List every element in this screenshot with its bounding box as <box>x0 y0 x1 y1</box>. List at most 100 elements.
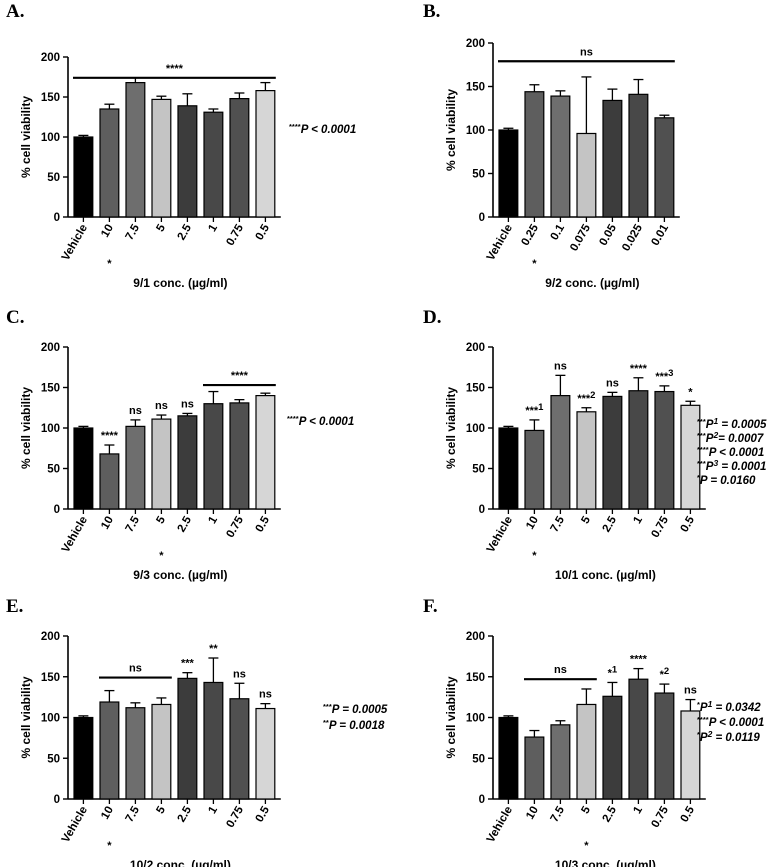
y-tick-label: 100 <box>466 125 485 137</box>
significance-label: *** <box>181 658 195 670</box>
bar-10 <box>524 736 545 800</box>
bar-0.5 <box>255 89 276 218</box>
x-tick-label: 5 <box>154 222 168 234</box>
bar-7.5 <box>550 724 571 800</box>
bar-1 <box>203 111 224 218</box>
tick-asterisk: * <box>107 840 112 852</box>
x-tick-label: 0.01 <box>649 222 671 248</box>
bar-Vehicle <box>498 427 519 510</box>
bar-10 <box>524 429 545 510</box>
bar-5 <box>151 98 172 218</box>
y-tick-label: 100 <box>41 132 60 144</box>
bar-2.5 <box>602 395 623 510</box>
bar-0.5 <box>255 395 276 510</box>
x-tick-label: 7.5 <box>549 514 568 534</box>
bracket-label: **** <box>166 63 184 75</box>
bar-7.5 <box>125 81 146 218</box>
x-tick-label: 10 <box>99 515 116 532</box>
y-tick-label: 200 <box>466 38 485 50</box>
bar-5 <box>576 703 597 800</box>
significance-label: ns <box>155 400 168 412</box>
bar-0.75 <box>654 390 675 510</box>
bar-10 <box>99 453 120 510</box>
significance-label: **** <box>101 430 119 442</box>
y-tick-label: 0 <box>479 212 485 224</box>
bar-5 <box>151 703 172 800</box>
bar-0.25 <box>524 91 545 218</box>
x-tick-label: 5 <box>579 804 593 816</box>
bar-2.5 <box>177 677 198 800</box>
bar-0.5 <box>255 707 276 800</box>
x-tick-label: 2.5 <box>601 514 620 534</box>
x-tick-label: 0.05 <box>597 222 619 248</box>
p-value-note: ****P < 0.0001 <box>289 122 356 136</box>
y-tick-label: 100 <box>41 713 60 725</box>
bar-0.05 <box>602 99 623 218</box>
x-tick-label: 10 <box>524 805 541 822</box>
bar-10 <box>99 701 120 800</box>
x-tick-label: 5 <box>154 804 168 816</box>
significance-label: ns <box>684 685 697 697</box>
y-tick-label: 0 <box>479 794 485 806</box>
bar-1 <box>203 681 224 800</box>
chart-panel-e: E. 0 50 100 150 200 % cell viability Vehicle 10 *… <box>6 596 388 867</box>
y-axis-title: % cell viability <box>444 676 458 758</box>
x-tick-label: 0.025 <box>620 222 645 253</box>
x-tick-label: Vehicle <box>485 223 515 263</box>
y-axis-title: % cell viability <box>19 387 33 469</box>
panel-letter: B. <box>423 1 440 22</box>
x-tick-label: 0.5 <box>679 804 698 824</box>
x-tick-label: 1 <box>206 804 220 816</box>
y-tick-label: 150 <box>466 383 485 395</box>
x-tick-label: Vehicle <box>60 515 90 555</box>
y-tick-label: 150 <box>466 672 485 684</box>
y-tick-label: 100 <box>466 423 485 435</box>
bar-0.01 <box>654 117 675 218</box>
p-value-note: ***P2= 0.0007 <box>697 430 764 445</box>
p-value-note: ****P < 0.0001 <box>287 414 354 428</box>
significance-label: **** <box>630 363 648 375</box>
y-tick-label: 200 <box>466 631 485 643</box>
y-axis-title: % cell viability <box>444 387 458 469</box>
x-tick-label: 0.75 <box>649 804 671 830</box>
tick-asterisk: * <box>532 258 537 270</box>
bar-5 <box>151 418 172 510</box>
x-axis-title: 9/1 conc. (µg/ml) <box>133 276 227 290</box>
x-tick-label: 7.5 <box>124 804 143 824</box>
significance-label: ns <box>233 668 246 680</box>
y-tick-label: 0 <box>54 212 60 224</box>
y-tick-label: 200 <box>466 342 485 354</box>
x-tick-label: 7.5 <box>124 514 143 534</box>
y-tick-label: 200 <box>41 631 60 643</box>
tick-asterisk: * <box>532 550 537 562</box>
significance-label: ns <box>129 405 142 417</box>
significance-label: * <box>688 386 693 398</box>
x-tick-label: Vehicle <box>485 805 515 845</box>
significance-label: ***3 <box>655 368 673 383</box>
significance-label: *1 <box>608 664 618 679</box>
p-value-note: ***P = 0.0005 <box>323 702 388 716</box>
y-tick-label: 150 <box>466 82 485 94</box>
x-tick-label: 1 <box>206 222 220 234</box>
y-tick-label: 0 <box>54 794 60 806</box>
bracket-label: ns <box>129 663 142 675</box>
bar-2.5 <box>602 695 623 800</box>
y-tick-label: 100 <box>466 713 485 725</box>
x-tick-label: 5 <box>154 514 168 526</box>
y-axis-title: % cell viability <box>444 89 458 171</box>
x-axis-title: 9/2 conc. (µg/ml) <box>545 276 639 290</box>
y-tick-label: 50 <box>472 753 485 765</box>
significance-label: ** <box>209 643 218 655</box>
x-tick-label: 0.75 <box>224 514 246 540</box>
bar-0.1 <box>550 95 571 218</box>
x-tick-label: 7.5 <box>549 804 568 824</box>
x-tick-label: 2.5 <box>176 514 195 534</box>
bar-2.5 <box>177 415 198 510</box>
bar-1 <box>628 678 649 800</box>
bar-7.5 <box>550 395 571 510</box>
x-tick-label: 0.075 <box>568 222 593 253</box>
bar-Vehicle <box>498 716 519 800</box>
bar-0.5 <box>680 710 701 800</box>
bar-Vehicle <box>73 716 94 800</box>
bar-0.75 <box>229 402 250 510</box>
